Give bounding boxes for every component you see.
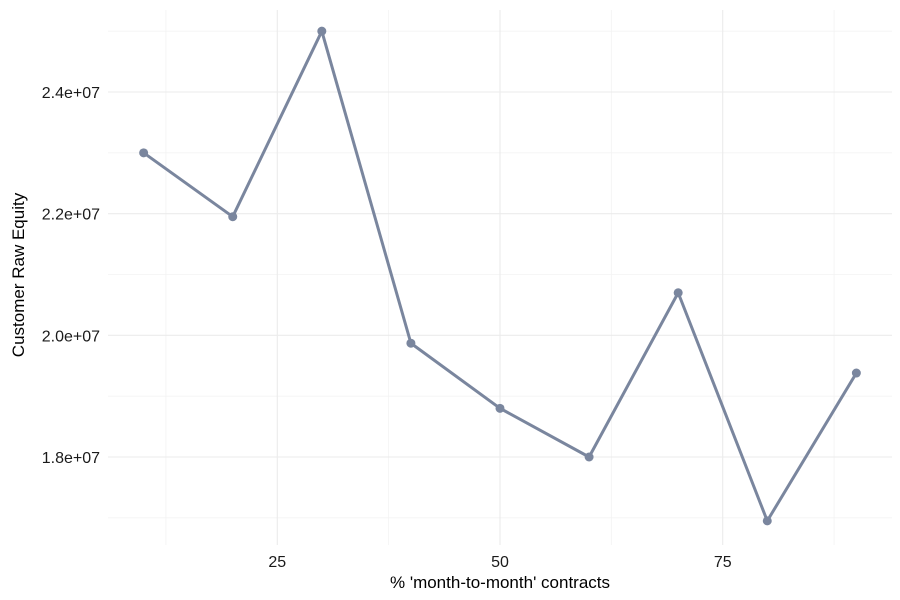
x-tick-label: 50	[491, 554, 509, 571]
y-tick-label: 2.4e+07	[42, 85, 100, 102]
y-axis-tick-labels: 1.8e+07 2.0e+07 2.2e+07 2.4e+07	[42, 85, 100, 467]
data-point	[139, 148, 149, 158]
data-point	[673, 288, 683, 298]
data-point	[495, 403, 505, 413]
y-axis-title: Customer Raw Equity	[9, 192, 28, 357]
data-point	[406, 338, 416, 348]
y-tick-label: 1.8e+07	[42, 450, 100, 467]
x-axis-title: % 'month-to-month' contracts	[390, 573, 610, 592]
y-tick-label: 2.0e+07	[42, 328, 100, 345]
data-point	[762, 516, 772, 526]
series-layer	[139, 26, 861, 526]
x-tick-label: 75	[714, 554, 732, 571]
major-gridlines	[108, 10, 892, 545]
x-axis-tick-labels: 25 50 75	[268, 554, 731, 571]
data-point	[317, 26, 327, 36]
data-point	[851, 368, 861, 378]
data-point	[228, 212, 238, 222]
y-tick-label: 2.2e+07	[42, 207, 100, 224]
data-point	[584, 452, 594, 462]
x-tick-label: 25	[268, 554, 286, 571]
